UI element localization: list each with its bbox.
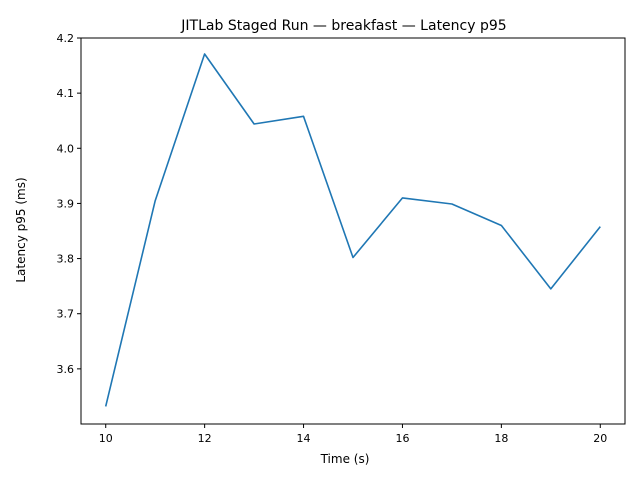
y-tick-label: 3.9 <box>57 197 75 210</box>
y-axis-label: Latency p95 (ms) <box>14 177 28 282</box>
y-tick-label: 3.6 <box>57 363 75 376</box>
x-tick-label: 18 <box>494 432 508 445</box>
x-tick-label: 10 <box>99 432 113 445</box>
y-axis-ticks: 3.6 3.7 3.8 3.9 4.0 4.1 4.2 <box>57 32 81 376</box>
y-tick-label: 3.8 <box>57 253 75 266</box>
y-tick-label: 4.1 <box>57 87 75 100</box>
plot-frame <box>80 37 626 425</box>
chart-title: JITLab Staged Run — breakfast — Latency … <box>180 18 506 34</box>
x-axis-label: Time (s) <box>320 452 370 466</box>
y-tick-label: 4.2 <box>57 32 75 45</box>
y-tick-label: 3.7 <box>57 308 75 321</box>
plot-area <box>104 53 601 407</box>
x-tick-label: 14 <box>297 432 311 445</box>
y-tick-label: 4.0 <box>57 142 75 155</box>
x-tick-label: 20 <box>593 432 607 445</box>
x-tick-label: 16 <box>395 432 409 445</box>
series-line <box>104 53 601 407</box>
x-axis-ticks: 10 12 14 16 18 20 <box>99 424 607 445</box>
x-tick-label: 12 <box>198 432 212 445</box>
